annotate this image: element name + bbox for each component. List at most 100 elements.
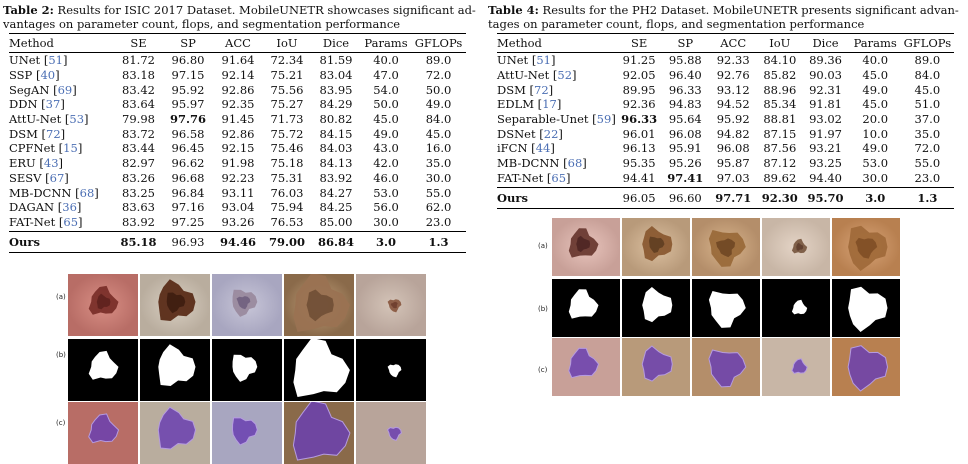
value-cell: 55.0 <box>914 156 941 171</box>
method-cell: DSNet [22] <box>497 126 563 141</box>
value-cell: 75.27 <box>270 97 304 112</box>
value-cell: 92.86 <box>221 82 255 97</box>
value-cell: 75.94 <box>270 200 304 215</box>
citation-link[interactable]: 65 <box>551 170 567 185</box>
citation-link[interactable]: 68 <box>567 156 583 171</box>
figure-thumbnail <box>622 279 690 337</box>
value-cell: 96.05 <box>615 187 663 210</box>
citation-link[interactable]: 59 <box>596 112 612 127</box>
table-row: DSNet [22] 96.01 96.08 94.82 87.15 91.97 10.0 3… <box>497 126 954 141</box>
method-name: AttU-Net <box>9 112 62 127</box>
value-cell: 92.05 <box>622 68 656 83</box>
column-header: ACC <box>708 33 759 53</box>
value-cell: 92.30 <box>758 187 802 210</box>
value-cell: 45.0 <box>862 97 889 112</box>
value-cell: 83.25 <box>122 185 155 200</box>
value-cell: 92.33 <box>716 53 750 68</box>
citation-link[interactable]: 44 <box>535 141 551 156</box>
value-cell: 95.97 <box>171 97 205 112</box>
value-cell: 91.97 <box>809 126 842 141</box>
value-cell: 91.64 <box>221 53 255 68</box>
citation-link[interactable]: 67 <box>49 170 65 185</box>
method-name: UNet <box>9 53 41 68</box>
citation-link[interactable]: 72 <box>534 82 549 97</box>
figure-thumbnail <box>762 279 830 337</box>
value-cell: 51.0 <box>914 97 941 112</box>
table2-label: Table 2: <box>3 3 54 17</box>
value-cell: 47.0 <box>373 68 399 83</box>
table-row: SESV [67] 83.26 96.68 92.23 75.31 83.92 46.0 30… <box>9 171 466 186</box>
value-cell: 95.64 <box>668 112 702 127</box>
table4-caption-line2: tages on parameter count, flops, and seg… <box>488 17 865 31</box>
citation-link[interactable]: 17 <box>542 97 557 112</box>
method-cell: DSM [72] <box>9 126 66 141</box>
method-cell: FAT-Net [65] <box>497 170 616 189</box>
value-cell: 89.0 <box>914 53 941 68</box>
citation-link[interactable]: 36 <box>62 200 77 215</box>
method-cell: SSP [40] <box>9 68 60 83</box>
citation-link[interactable]: 40 <box>40 68 56 83</box>
method-name: DSM <box>497 82 526 97</box>
value-cell: 84.0 <box>914 68 941 83</box>
method-name: MB-DCNN <box>497 156 560 171</box>
table-row: ERU [43] 82.97 96.62 91.98 75.18 84.13 42.0 35.… <box>9 156 466 171</box>
table4-ph2: Method SE SP ACC IoU Dice Params GFLOPs UNet [51… <box>497 33 954 210</box>
citation-link[interactable]: 51 <box>48 53 63 68</box>
column-header: GFLOPs <box>411 33 466 53</box>
value-cell: 76.03 <box>270 185 304 200</box>
citation-link[interactable]: 52 <box>557 68 573 83</box>
citation-link[interactable]: 37 <box>45 97 61 112</box>
citation-link[interactable]: 51 <box>536 53 551 68</box>
method-name: SegAN <box>9 82 50 97</box>
value-cell: 96.93 <box>163 231 213 254</box>
figure-thumbnail <box>212 339 282 401</box>
citation-link[interactable]: 72 <box>46 126 61 141</box>
value-cell: 83.18 <box>122 68 155 83</box>
table-row: DSM [72] 83.72 96.58 92.86 75.72 84.15 49.0 45.… <box>9 126 466 141</box>
value-cell: 49.0 <box>862 82 889 97</box>
value-cell: 96.33 <box>621 112 658 127</box>
value-cell: 85.34 <box>763 97 797 112</box>
value-cell: 83.44 <box>122 141 155 156</box>
citation-link[interactable]: 15 <box>63 141 78 156</box>
citation-link[interactable]: 43 <box>43 156 59 171</box>
figure-thumbnail <box>284 339 354 401</box>
method-cell: SegAN [69] <box>9 82 77 97</box>
citation-link[interactable]: 22 <box>543 126 559 141</box>
citation-link[interactable]: 65 <box>63 214 79 229</box>
method-cell: iFCN [44] <box>497 141 555 156</box>
value-cell: 87.12 <box>763 156 797 171</box>
table2-caption-line2: vantages on parameter count, flops, and … <box>3 17 401 31</box>
value-cell: 93.25 <box>809 156 842 171</box>
citation-link[interactable]: 53 <box>69 112 85 127</box>
value-cell: 75.56 <box>270 82 304 97</box>
figure-thumbnail <box>140 274 210 336</box>
value-cell: 92.35 <box>221 97 255 112</box>
method-name: Separable-Unet <box>497 112 589 127</box>
column-header: SE <box>114 33 163 53</box>
figure-thumbnail <box>212 274 282 336</box>
ours-row: Ours 85.18 96.93 94.46 79.00 86.84 3.0 1.3 <box>9 231 466 254</box>
value-cell: 1.3 <box>900 187 954 210</box>
figure-thumbnail <box>68 402 138 464</box>
value-cell: 84.0 <box>425 112 452 127</box>
table-row: SegAN [69] 83.42 95.92 92.86 75.56 83.95 54.0 5… <box>9 82 466 97</box>
value-cell: 87.15 <box>763 126 797 141</box>
value-cell: 92.76 <box>716 68 750 83</box>
figure-thumbnail <box>762 218 830 276</box>
value-cell: 83.42 <box>122 82 155 97</box>
value-cell: 97.41 <box>662 170 709 189</box>
row-label-b: (b) <box>538 305 548 313</box>
table-row: UNet [51] 81.72 96.80 91.64 72.34 81.59 40.0 89… <box>9 53 466 68</box>
value-cell: 45.0 <box>914 82 941 97</box>
value-cell: 97.76 <box>169 112 206 127</box>
citation-link[interactable]: 69 <box>57 82 73 97</box>
value-cell: 93.02 <box>809 112 842 127</box>
value-cell: 93.12 <box>716 82 750 97</box>
value-cell: 54.0 <box>373 82 399 97</box>
figure-thumbnail <box>692 338 760 396</box>
method-cell: DDN [37] <box>9 97 65 112</box>
table2-caption: Table 2: Results for ISIC 2017 Dataset. … <box>3 3 483 31</box>
value-cell: 84.15 <box>319 126 353 141</box>
citation-link[interactable]: 68 <box>79 185 95 200</box>
